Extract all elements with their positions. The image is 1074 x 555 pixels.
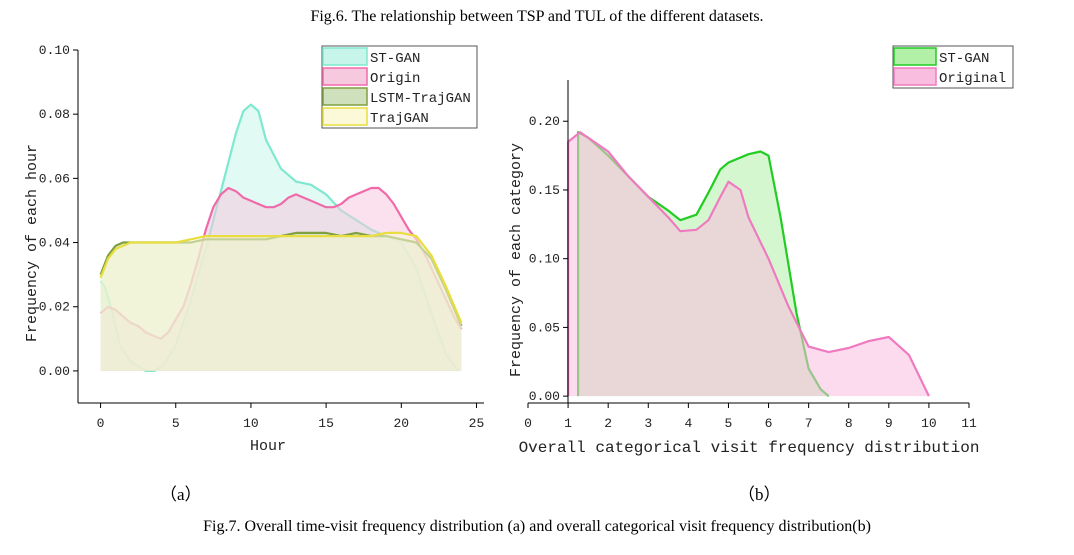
chart-a-legend-label: LSTM-TrajGAN — [370, 91, 471, 107]
chart-a-y-tick-label: 0.08 — [39, 107, 70, 122]
chart-b-y-tick-label: 0.00 — [529, 389, 560, 404]
chart-b-x-tick-label: 10 — [921, 416, 937, 431]
chart-a-legend-swatch — [322, 47, 368, 66]
chart-b-axes: 0 1 2 3 4 5 6 7 8 9 10 11 0.00 0.05 0.10 0.15 0.20 — [524, 80, 977, 431]
chart-b-legend-label: Original — [939, 71, 1006, 87]
chart-b-legend-swatch — [893, 47, 937, 66]
chart-b-x-tick-label: 4 — [684, 416, 692, 431]
chart-a-axes: 0 5 10 15 20 25 0.00 0.02 0.04 0.06 0.08 0.10 — [39, 43, 485, 431]
chart-a-xlabel: Hour — [250, 438, 286, 455]
chart-a-legend-swatch — [322, 87, 368, 106]
chart-a-legend-label: ST-GAN — [370, 51, 420, 67]
chart-b-x-tick-label: 7 — [805, 416, 813, 431]
chart-a-areas — [99, 103, 463, 372]
chart-a-ylabel: Frequency of each hour — [24, 144, 41, 342]
chart-b-legend-label: ST-GAN — [939, 51, 989, 67]
chart-b-y-tick-label: 0.05 — [529, 320, 560, 335]
chart-b-xlabel: Overall categorical visit frequency dist… — [519, 439, 980, 457]
chart-a-y-tick-label: 0.04 — [39, 236, 70, 251]
chart-b-ylabel: Frequency of each category — [508, 143, 525, 377]
chart-b-x-tick-label: 9 — [885, 416, 893, 431]
chart-a-x-tick-label: 15 — [318, 416, 334, 431]
chart-a-x-tick-label: 0 — [97, 416, 105, 431]
chart-b-area-original — [568, 132, 929, 397]
chart-a-legend: ST-GAN Origin LSTM-TrajGAN TrajGAN — [321, 45, 478, 129]
chart-b-y-tick-label: 0.10 — [529, 252, 560, 267]
figure-7-caption: Fig.7. Overall time-visit frequency dist… — [203, 518, 871, 535]
chart-b-x-tick-label: 8 — [845, 416, 853, 431]
chart-b-x-tick-label: 3 — [644, 416, 652, 431]
chart-a-y-tick-label: 0.10 — [39, 43, 70, 58]
chart-a-legend-label: TrajGAN — [370, 111, 429, 127]
chart-a-legend-label: Origin — [370, 71, 420, 87]
subfigure-b-label: （b） — [738, 485, 781, 504]
chart-b-y-tick-label: 0.15 — [529, 183, 560, 198]
chart-b-x-tick-label: 2 — [604, 416, 612, 431]
figure-6-caption: Fig.6. The relationship between TSP and … — [310, 8, 764, 25]
chart-a-y-tick-label: 0.02 — [39, 300, 70, 315]
chart-b-x-tick-label: 1 — [564, 416, 572, 431]
chart-a-x-tick-label: 5 — [172, 416, 180, 431]
chart-b-areas — [567, 131, 930, 397]
chart-a-line-trajgan — [99, 231, 463, 324]
chart-b-x-tick-label: 6 — [765, 416, 773, 431]
chart-a-y-tick-label: 0.06 — [39, 171, 70, 186]
chart-b-x-tick-label: 5 — [725, 416, 733, 431]
chart-a: 0 5 10 15 20 25 0.00 0.02 0.04 0.06 0.08 0.10 ST-GA… — [24, 43, 484, 455]
chart-b-legend: ST-GAN Original — [892, 45, 1014, 89]
chart-b-line-original — [567, 131, 930, 397]
chart-a-legend-swatch — [322, 107, 368, 126]
chart-a-area-trajgan — [100, 232, 462, 371]
chart-a-x-tick-label: 20 — [393, 416, 409, 431]
chart-b-y-tick-label: 0.20 — [529, 114, 560, 129]
chart-a-y-tick-label: 0.00 — [39, 364, 70, 379]
chart-a-legend-swatch — [322, 67, 368, 86]
chart-b: 0 1 2 3 4 5 6 7 8 9 10 11 0.00 0.05 0.10 0.15 0.20 ST-GA… — [508, 45, 1014, 457]
chart-a-x-tick-label: 25 — [469, 416, 485, 431]
subfigure-a-label: （a） — [160, 485, 202, 504]
chart-b-x-tick-label: 11 — [961, 416, 977, 431]
chart-a-x-tick-label: 10 — [243, 416, 259, 431]
chart-b-legend-swatch — [893, 67, 937, 86]
chart-b-x-tick-label: 0 — [524, 416, 532, 431]
